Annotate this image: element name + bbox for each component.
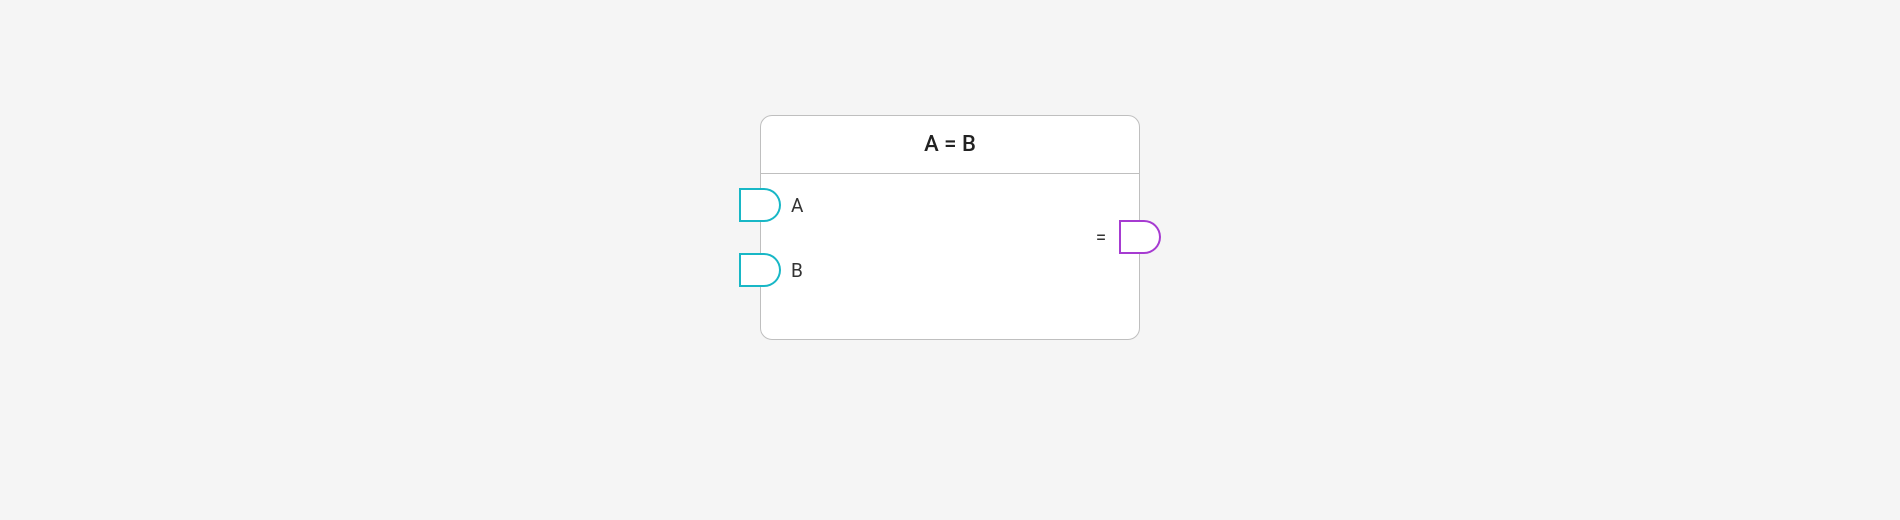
input-port-a[interactable] — [739, 188, 781, 222]
block-title: A = B — [924, 132, 976, 157]
input-label-b: B — [791, 259, 803, 282]
output-port-eq[interactable] — [1119, 220, 1161, 254]
input-port-b[interactable] — [739, 253, 781, 287]
output-label-eq: = — [1096, 226, 1106, 249]
diagram-stage: A = B A B = — [0, 0, 1900, 520]
block-header: A = B — [761, 116, 1139, 174]
input-label-a: A — [791, 194, 803, 217]
comparator-block: A = B — [760, 115, 1140, 340]
